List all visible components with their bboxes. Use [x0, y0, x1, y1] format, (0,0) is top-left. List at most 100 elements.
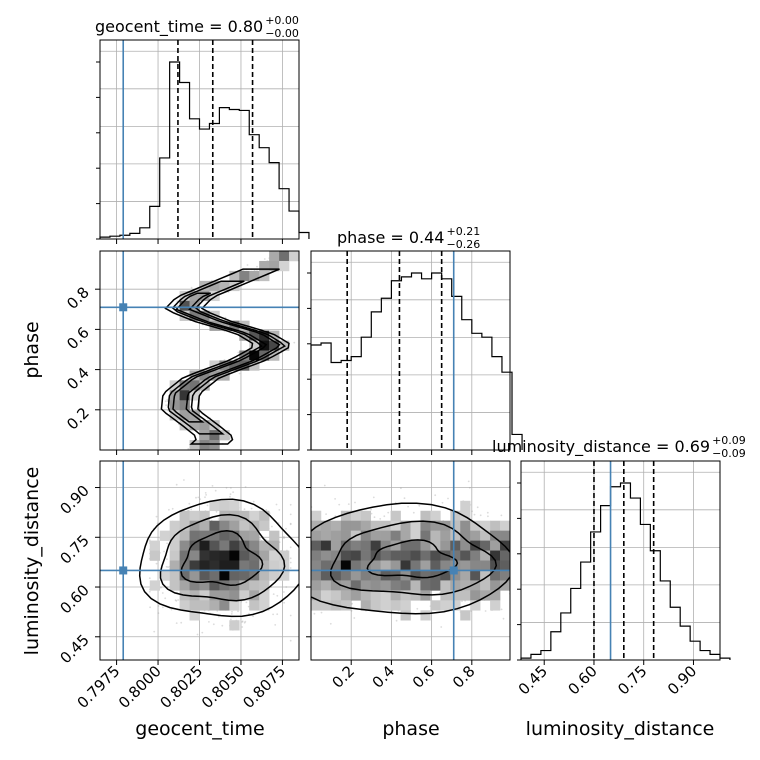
density-cell	[209, 540, 220, 551]
density-cell	[450, 600, 461, 611]
density-cell	[209, 530, 220, 541]
contour-0	[160, 268, 290, 445]
scatter-point	[175, 600, 178, 602]
scatter-point	[289, 513, 292, 516]
density-cell	[289, 251, 299, 262]
density-cell	[390, 520, 401, 531]
density-cell	[400, 550, 411, 561]
density-cell	[179, 570, 190, 581]
density-cell	[480, 520, 491, 531]
density-cell	[189, 600, 200, 611]
density-cell	[350, 540, 362, 551]
scatter-point	[175, 483, 178, 486]
density-cell	[400, 560, 411, 571]
x-tick-label-luminosity_distance: 0.60	[564, 662, 600, 698]
density-cell	[219, 590, 230, 601]
density-cell	[249, 550, 260, 561]
density-cell	[400, 540, 411, 551]
density-cell	[340, 600, 352, 611]
density-cell	[390, 550, 401, 561]
density-cell	[390, 540, 401, 551]
density-cell	[350, 520, 362, 531]
density-cell	[420, 610, 431, 621]
scatter-point	[313, 612, 316, 615]
y-tick-label-phase: 0.6	[63, 323, 93, 353]
density-cell	[470, 520, 481, 531]
density-cell	[239, 560, 250, 571]
density-cell	[199, 540, 210, 551]
density-cell	[219, 580, 230, 591]
density-cell	[390, 580, 401, 591]
truth-marker	[449, 566, 458, 575]
scatter-point	[232, 491, 235, 493]
scatter-point	[217, 615, 220, 618]
density-cell	[249, 540, 260, 551]
density-cell	[480, 590, 491, 601]
density-cell	[239, 520, 250, 531]
y-tick-label-phase: 0.2	[63, 404, 93, 434]
scatter-point	[403, 497, 406, 500]
density-cell	[370, 520, 381, 531]
density-cell	[239, 590, 250, 601]
density-cell	[259, 350, 270, 361]
scatter-point	[241, 620, 244, 623]
density-cell	[360, 560, 371, 571]
density-cell	[199, 590, 210, 601]
scatter-point	[289, 567, 292, 569]
density-cell	[420, 590, 431, 601]
contour-0	[311, 502, 510, 615]
density-cell	[189, 420, 200, 431]
density-cell	[390, 510, 401, 521]
density-cell	[400, 590, 411, 601]
density-cell	[199, 550, 210, 561]
density-cell	[370, 570, 381, 581]
scatter-point	[237, 351, 240, 354]
density-cell	[330, 580, 342, 591]
scatter-point	[156, 522, 159, 525]
scatter-point	[350, 609, 353, 612]
x-tick-label-luminosity_distance: 0.45	[515, 662, 551, 698]
density-cell	[490, 570, 501, 581]
x-tick-label-geocent_time: 0.8050	[198, 662, 248, 712]
density-cell	[169, 400, 180, 411]
density-cell	[239, 510, 250, 521]
scatter-point	[211, 485, 214, 487]
density-cell	[219, 320, 230, 331]
density-cell	[360, 580, 371, 591]
density-cell	[460, 500, 471, 512]
scatter-point	[379, 518, 382, 520]
title-phase: phase = 0.44 +0.21−0.26	[337, 225, 480, 251]
title-lower-error: −0.26	[446, 238, 480, 251]
density-cell	[269, 540, 280, 551]
density-cell	[440, 570, 451, 581]
density-cell	[219, 540, 230, 551]
scatter-point	[149, 606, 152, 609]
density-cell	[179, 580, 190, 591]
density-cell	[189, 310, 200, 321]
title-text: phase = 0.44	[337, 228, 444, 247]
scatter-point	[502, 617, 505, 620]
density-cell	[460, 590, 471, 601]
density-cell	[179, 410, 190, 421]
density-cell	[440, 540, 451, 551]
title-upper-error: +0.21	[446, 225, 480, 238]
density-cell	[199, 380, 210, 391]
density-cell	[189, 300, 200, 311]
scatter-point	[354, 501, 356, 504]
scatter-point	[190, 286, 193, 289]
density-cell	[179, 390, 190, 401]
density-cell	[239, 330, 250, 341]
density-cell	[229, 620, 240, 631]
density-cell	[199, 600, 210, 611]
density-cell	[279, 570, 290, 581]
density-cell	[229, 570, 240, 581]
x-tick-label-phase: 0.6	[409, 662, 439, 692]
histogram-luminosity_distance	[520, 482, 731, 660]
density-cell	[179, 530, 190, 541]
density-cell	[330, 560, 342, 571]
scatter-point	[471, 510, 473, 513]
density-cell	[370, 580, 381, 591]
scatter-point	[412, 511, 415, 514]
density-cell	[470, 560, 481, 571]
x-tick-label-phase: 0.8	[449, 662, 479, 692]
